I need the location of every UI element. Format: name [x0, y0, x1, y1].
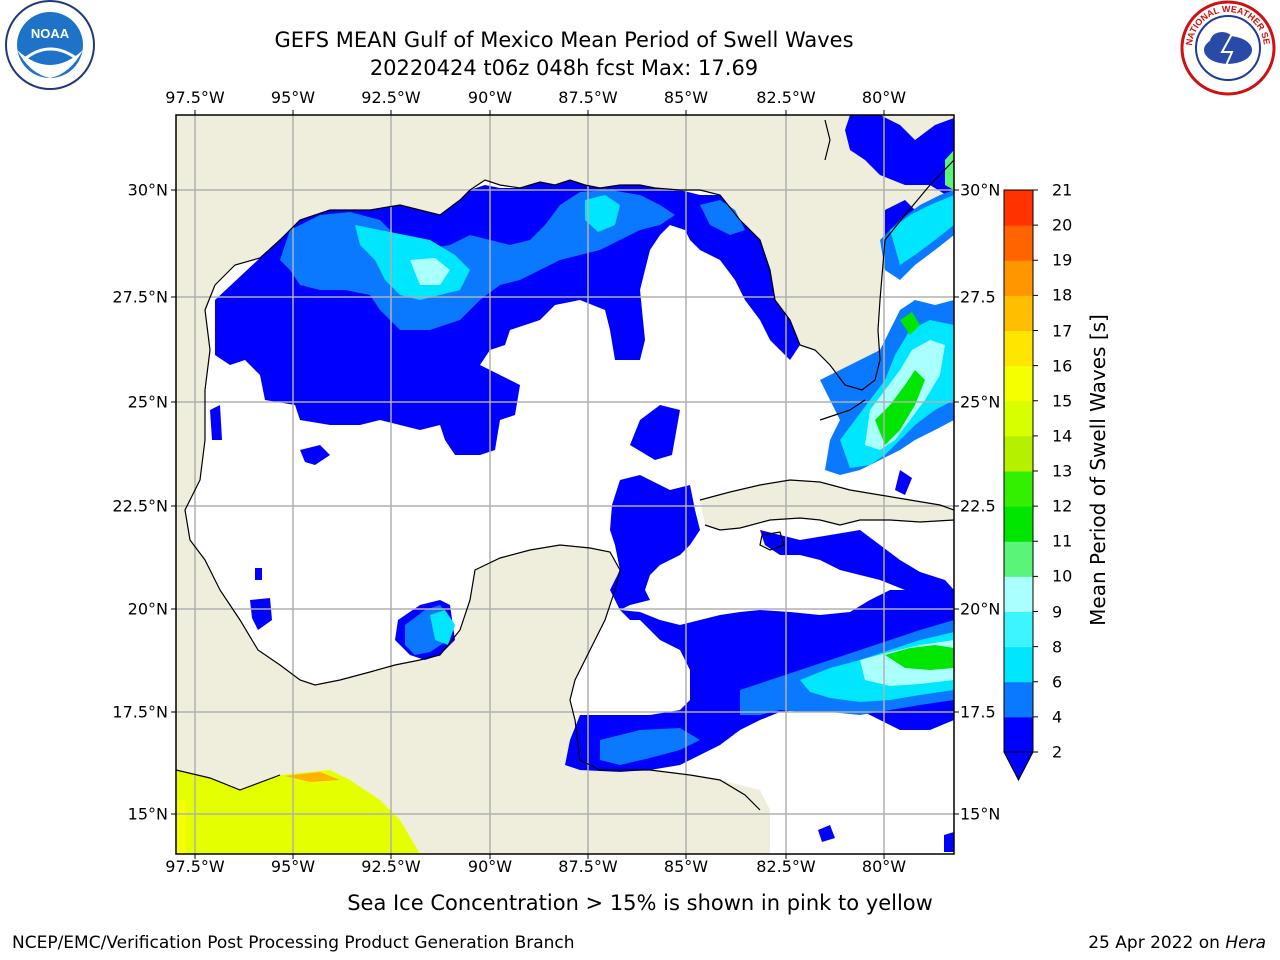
- colorbar-segment: [1004, 716, 1033, 753]
- lat-label-right: 15°N: [960, 804, 1001, 824]
- footer-date: 25 Apr 2022 on Hera: [1088, 933, 1266, 953]
- noaa-logo: NOAA: [5, 0, 95, 90]
- footer-date-text: 25 Apr 2022 on: [1088, 933, 1226, 953]
- graticule: [176, 115, 954, 854]
- colorbar-segment: [1004, 471, 1033, 507]
- lat-label-right: 30°N: [960, 180, 1001, 200]
- lon-label-bottom: 82.5°W: [756, 857, 816, 876]
- colorbar-segment: [1004, 260, 1033, 296]
- colorbar: [1003, 189, 1038, 782]
- colorbar-segment: [1004, 576, 1033, 612]
- lon-label-top: 90°W: [467, 88, 513, 107]
- lat-label-right: 20°N: [960, 599, 1001, 619]
- colorbar-tick-label: 17: [1052, 321, 1073, 340]
- lat-label-right: 22.5: [960, 496, 996, 516]
- colorbar-tick-label: 4: [1052, 707, 1063, 727]
- colorbar-segment: [1004, 681, 1033, 718]
- page-title: GEFS MEAN Gulf of Mexico Mean Period of …: [274, 28, 854, 52]
- lon-label-bottom: 95°W: [270, 857, 316, 876]
- pacific-field: [176, 770, 420, 854]
- lon-label-bottom: 97.5°W: [165, 857, 225, 876]
- lon-label-top: 85°W: [663, 88, 709, 107]
- land: [176, 115, 954, 854]
- lat-label-right: 27.5: [960, 287, 996, 307]
- colorbar-segment: [1004, 435, 1033, 472]
- colorbar-tick-label: 10: [1052, 566, 1073, 586]
- colorbar-tick-label: 19: [1052, 250, 1073, 270]
- ice-note-text: Sea Ice Concentration > 15% is shown in …: [347, 891, 933, 915]
- lon-label-bottom: 90°W: [467, 857, 513, 876]
- axis-ticks: [171, 110, 959, 859]
- lat-label-left: 15°N: [127, 804, 168, 824]
- colorbar-segment: [1004, 541, 1033, 577]
- lon-label-top: 92.5°W: [361, 88, 421, 107]
- lat-label-right: 17.5: [960, 702, 996, 722]
- lat-label-left: 17.5°N: [112, 702, 168, 722]
- lon-label-top: 95°W: [270, 88, 316, 107]
- colorbar-tick-label: 13: [1052, 461, 1073, 481]
- colorbar-tick-label: 15: [1052, 391, 1073, 411]
- page-subtitle: 20220424 t06z 048h fcst Max: 17.69: [369, 56, 759, 80]
- svg-text:NOAA: NOAA: [31, 26, 70, 41]
- ice-note: Sea Ice Concentration > 15% is shown in …: [0, 891, 1280, 915]
- coastline: [184, 119, 954, 811]
- lon-label-top: 97.5°W: [165, 88, 225, 107]
- colorbar-segment: [1004, 190, 1033, 226]
- lon-label-top: 80°W: [861, 88, 907, 107]
- colorbar-tick-label: 20: [1052, 215, 1073, 235]
- footer-host: Hera: [1225, 933, 1266, 953]
- colorbar-tick-label: 6: [1052, 672, 1063, 692]
- colorbar-segment: [1004, 225, 1033, 261]
- lat-label-left: 20°N: [127, 599, 168, 619]
- colorbar-tick-label: 11: [1052, 531, 1073, 551]
- colorbar-segment: [1004, 611, 1033, 648]
- swell-peak-green: [875, 312, 954, 670]
- lat-label-right: 25°N: [960, 392, 1001, 412]
- colorbar-tick-label: 21: [1052, 180, 1073, 200]
- colorbar-segment: [1004, 400, 1033, 437]
- footer-credit: NCEP/EMC/Verification Post Processing Pr…: [12, 933, 575, 953]
- lat-label-left: 22.5°N: [112, 496, 168, 516]
- lon-label-bottom: 87.5°W: [558, 857, 618, 876]
- lat-label-left: 25°N: [127, 392, 168, 412]
- lon-label-top: 87.5°W: [558, 88, 618, 107]
- colorbar-tick-label: 14: [1052, 426, 1073, 446]
- lat-label-left: 27.5°N: [112, 287, 168, 307]
- lon-label-bottom: 92.5°W: [361, 857, 421, 876]
- lon-label-bottom: 85°W: [663, 857, 709, 876]
- colorbar-tick-label: 2: [1052, 742, 1063, 762]
- colorbar-tick-label: 8: [1052, 637, 1063, 657]
- colorbar-extend: [1003, 751, 1034, 782]
- colorbar-segment: [1004, 646, 1033, 683]
- colorbar-title: Mean Period of Swell Waves [s]: [1086, 314, 1110, 626]
- colorbar-segment: [1004, 506, 1033, 542]
- colorbar-tick-label: 16: [1052, 356, 1073, 376]
- map-frame: [175, 114, 955, 855]
- colorbar-segment: [1004, 295, 1033, 331]
- colorbar-tick-label: 12: [1052, 496, 1073, 516]
- colorbar-tick-label: 9: [1052, 602, 1063, 621]
- colorbar-tick-label: 18: [1052, 285, 1073, 305]
- colorbar-segment: [1004, 365, 1033, 402]
- lon-label-top: 82.5°W: [756, 88, 816, 107]
- lon-label-bottom: 80°W: [861, 857, 907, 876]
- lat-label-left: 30°N: [127, 180, 168, 200]
- colorbar-segment: [1004, 330, 1033, 367]
